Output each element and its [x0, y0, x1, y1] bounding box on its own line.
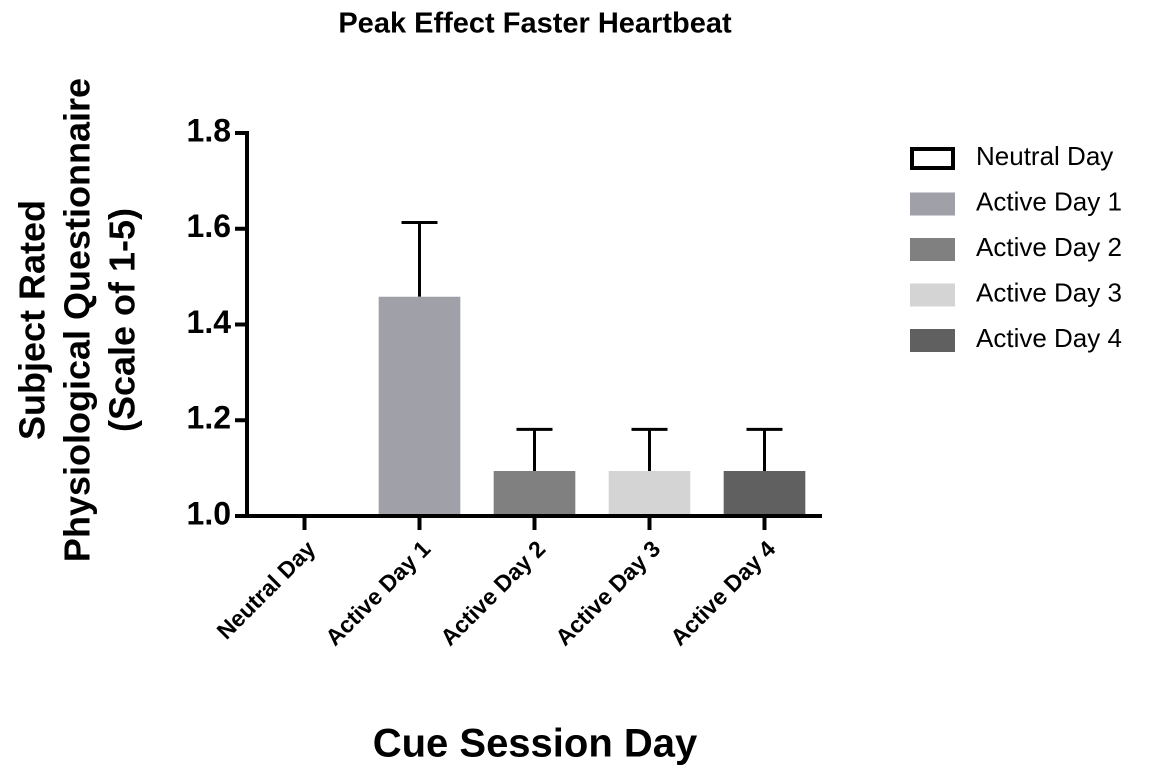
- x-tick-label: Active Day 3: [550, 535, 665, 650]
- x-tick-label: Active Day 2: [435, 535, 550, 650]
- y-tick-label: 1.0: [187, 495, 231, 531]
- bar: [378, 296, 461, 516]
- y-tick-label: 1.4: [187, 304, 232, 340]
- legend-label: Active Day 1: [976, 186, 1122, 216]
- bar: [493, 470, 576, 516]
- y-tick-label: 1.8: [187, 112, 231, 148]
- chart-title: Peak Effect Faster Heartbeat: [338, 8, 732, 40]
- legend-swatch: [910, 147, 955, 170]
- x-tick-label: Active Day 1: [320, 535, 435, 650]
- legend-label: Active Day 3: [976, 277, 1122, 307]
- x-tick-label: Active Day 4: [665, 535, 780, 650]
- y-tick-label: 1.6: [187, 208, 231, 244]
- legend-label: Active Day 2: [976, 232, 1122, 262]
- legend-swatch: [910, 329, 955, 352]
- legend-swatch: [910, 192, 955, 216]
- x-axis-label: Cue Session Day: [373, 722, 698, 766]
- y-axis-label: Subject Rated: [12, 200, 53, 440]
- legend-swatch: [910, 238, 955, 261]
- legend-swatch: [910, 283, 955, 307]
- x-tick-label: Neutral Day: [212, 535, 321, 644]
- y-axis-label: (Scale of 1-5): [102, 208, 143, 432]
- y-tick-label: 1.2: [187, 400, 231, 436]
- bar: [608, 470, 691, 516]
- y-axis-label: Physiological Questionnaire: [57, 78, 98, 562]
- bar: [723, 470, 806, 516]
- legend-label: Neutral Day: [976, 141, 1113, 171]
- legend-label: Active Day 4: [976, 323, 1122, 353]
